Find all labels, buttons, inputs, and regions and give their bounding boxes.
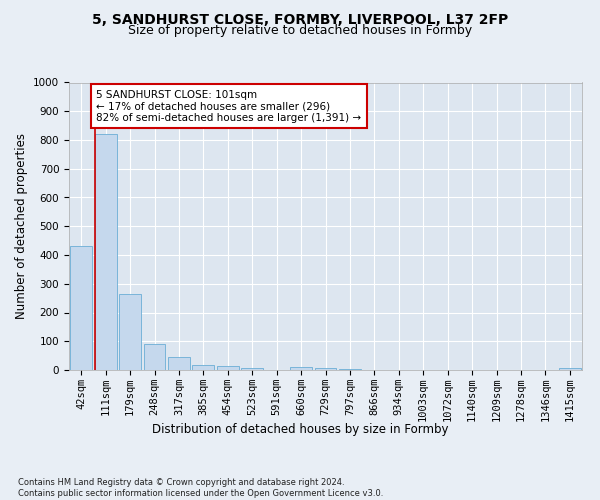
Bar [559,368,581,370]
Bar [314,368,337,370]
Text: Distribution of detached houses by size in Formby: Distribution of detached houses by size … [152,422,448,436]
Bar [339,369,361,370]
Bar [143,344,166,370]
Bar [95,134,116,370]
Bar [168,357,190,370]
Bar [217,366,239,370]
Bar [241,368,263,370]
Bar [290,367,312,370]
Text: 5 SANDHURST CLOSE: 101sqm
← 17% of detached houses are smaller (296)
82% of semi: 5 SANDHURST CLOSE: 101sqm ← 17% of detac… [97,90,361,123]
Text: Contains HM Land Registry data © Crown copyright and database right 2024.
Contai: Contains HM Land Registry data © Crown c… [18,478,383,498]
Bar [193,365,214,370]
Bar [119,294,141,370]
Text: 5, SANDHURST CLOSE, FORMBY, LIVERPOOL, L37 2FP: 5, SANDHURST CLOSE, FORMBY, LIVERPOOL, L… [92,12,508,26]
Y-axis label: Number of detached properties: Number of detached properties [14,133,28,320]
Text: Size of property relative to detached houses in Formby: Size of property relative to detached ho… [128,24,472,37]
Bar [70,246,92,370]
